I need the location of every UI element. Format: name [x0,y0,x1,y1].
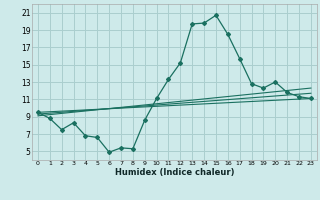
X-axis label: Humidex (Indice chaleur): Humidex (Indice chaleur) [115,168,234,177]
